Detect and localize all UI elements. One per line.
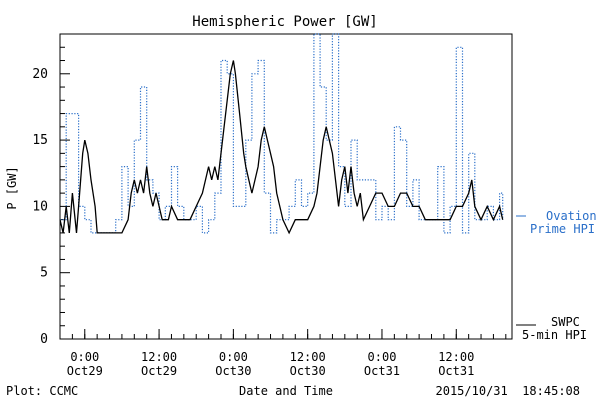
legend-swpc-label-2: 5-min HPI — [522, 328, 587, 342]
x-tick-label-date: Oct30 — [290, 364, 326, 378]
footer-timestamp: 2015/10/31 18:45:08 — [436, 384, 581, 398]
y-axis-label: P [GW] — [5, 166, 19, 209]
y-tick-label: 10 — [32, 199, 48, 214]
legend-ovation-label-2: Prime HPI — [530, 222, 595, 236]
footer-plot-credit: Plot: CCMC — [6, 384, 78, 398]
x-axis-label: Date and Time — [239, 384, 333, 398]
x-tick-label-date: Oct30 — [215, 364, 251, 378]
chart-title: Hemispheric Power [GW] — [192, 14, 377, 30]
legend-ovation-label-1: Ovation — [546, 209, 597, 223]
y-tick-label: 0 — [40, 332, 48, 347]
x-tick-label-time: 12:00 — [290, 350, 326, 364]
y-tick-label: 20 — [32, 67, 48, 82]
x-tick-label-time: 12:00 — [438, 350, 474, 364]
x-tick-label-time: 12:00 — [141, 350, 177, 364]
legend-swpc-label-1: SWPC — [551, 315, 580, 329]
y-axis-ticks: 0 5 10 15 20 — [32, 33, 70, 347]
x-axis-ticks: 0:00Oct2912:00Oct290:00Oct3012:00Oct300:… — [59, 329, 507, 378]
x-tick-label-date: Oct29 — [141, 364, 177, 378]
y-tick-label: 15 — [32, 133, 48, 148]
series-line-swpc-5min-hpi — [59, 60, 504, 235]
series-layer — [59, 33, 504, 235]
x-tick-label-date: Oct29 — [67, 364, 103, 378]
x-tick-label-time: 0:00 — [70, 350, 99, 364]
y-tick-label: 5 — [40, 266, 48, 281]
x-tick-label-time: 0:00 — [219, 350, 248, 364]
x-tick-label-date: Oct31 — [364, 364, 400, 378]
series-line-ovation-prime-hpi — [60, 33, 504, 234]
plot-frame — [59, 33, 513, 340]
x-tick-label-date: Oct31 — [438, 364, 474, 378]
x-tick-label-time: 0:00 — [368, 350, 397, 364]
